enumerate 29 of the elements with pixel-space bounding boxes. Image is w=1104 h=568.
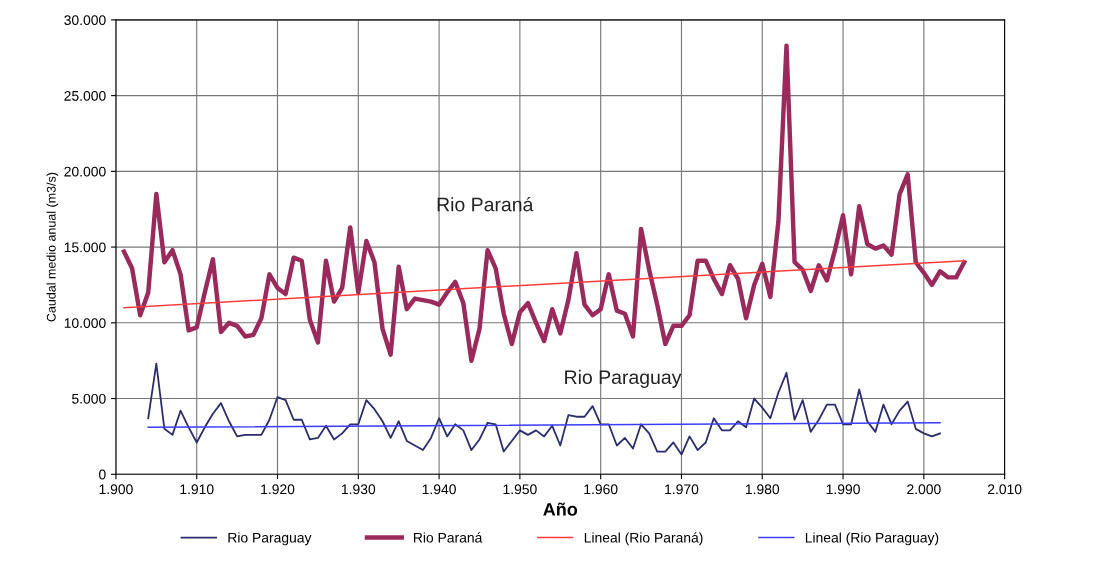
y-tick-label: 20.000 bbox=[64, 166, 106, 177]
x-tick-label: 1.900 bbox=[99, 484, 133, 495]
y-tick-label: 30.000 bbox=[64, 15, 106, 26]
x-tick-label: 1.960 bbox=[584, 484, 618, 495]
line-series bbox=[147, 362, 941, 456]
x-tick-label: 1.990 bbox=[826, 484, 860, 495]
legend-label: Rio Paraguay bbox=[228, 532, 312, 546]
y-tick-label: 10.000 bbox=[64, 318, 106, 328]
x-axis-title: Año bbox=[543, 502, 578, 516]
annotation: Rio Paraná bbox=[437, 196, 534, 212]
line-series bbox=[121, 43, 967, 363]
x-tick-label: 1.910 bbox=[180, 484, 214, 495]
legend-label: Lineal (Rio Paraná) bbox=[584, 532, 703, 546]
x-tick-label: 1.920 bbox=[261, 484, 295, 495]
x-tick-label: 2.010 bbox=[987, 484, 1022, 495]
x-tick-label: 2.000 bbox=[907, 484, 941, 495]
y-axis-title: Caudal medio anual (m3/s) bbox=[46, 172, 59, 322]
y-tick-label: 15.000 bbox=[64, 242, 106, 253]
legend-label: Rio Paraná bbox=[413, 532, 483, 543]
x-tick-label: 1.980 bbox=[745, 484, 780, 495]
y-tick-label: 0 bbox=[99, 469, 106, 480]
annotation: Rio Paraguay bbox=[565, 369, 682, 388]
x-tick-label: 1.930 bbox=[341, 484, 376, 495]
y-tick-label: 5.000 bbox=[72, 393, 106, 404]
x-tick-label: 1.970 bbox=[665, 484, 699, 495]
legend-label: Lineal (Rio Paraguay) bbox=[805, 532, 939, 546]
y-tick-label: 25.000 bbox=[64, 90, 106, 101]
x-tick-label: 1.940 bbox=[422, 484, 456, 495]
x-tick-label: 1.950 bbox=[503, 484, 537, 495]
